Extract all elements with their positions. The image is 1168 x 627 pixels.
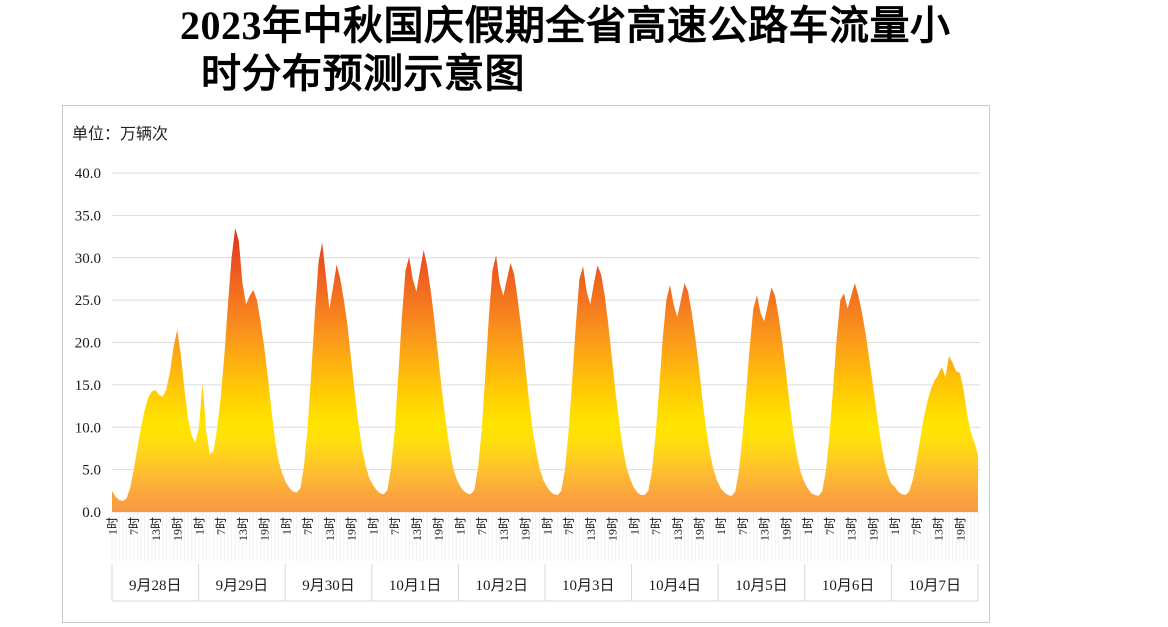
hour-tick-label: 1时 [453, 517, 467, 535]
date-labels: 9月28日 9月29日 9月30日 10月1日 10月2日 10月3日 10月4日 10月5日… [111, 564, 979, 602]
hour-tick-label: 1时 [279, 517, 293, 535]
y-tick-label: 40.0 [75, 166, 101, 182]
hour-tick-label: 19时 [606, 517, 620, 541]
hour-tick-label: 1时 [888, 517, 902, 535]
hour-tick-label: 13时 [758, 517, 772, 541]
hour-tick-label: 13时 [149, 517, 163, 541]
date-label: 10月7日 [908, 578, 961, 594]
hour-tick-label: 13时 [497, 517, 511, 541]
hour-tick-label: 7时 [127, 517, 141, 535]
y-tick-label: 35.0 [75, 208, 101, 224]
hour-tick-label: 7时 [736, 517, 750, 535]
y-tick-label: 10.0 [75, 420, 101, 436]
hour-tick-label: 13时 [932, 517, 946, 541]
date-label: 9月28日 [129, 578, 182, 594]
hour-tick-label: 19时 [780, 517, 794, 541]
date-label: 10月1日 [389, 578, 442, 594]
hour-tick-label: 7时 [562, 517, 576, 535]
date-label: 9月30日 [302, 578, 355, 594]
y-tick-label: 5.0 [82, 463, 101, 479]
area-series [112, 228, 978, 512]
hour-tick-label: 13时 [845, 517, 859, 541]
date-label: 10月4日 [649, 578, 702, 594]
hour-tick-label: 19时 [345, 517, 359, 541]
chart-title-line2: 时分布预测示意图 [201, 51, 525, 96]
hour-tick-label: 19时 [693, 517, 707, 541]
hour-tick-label: 7时 [301, 517, 315, 535]
hour-tick-label: 7时 [475, 517, 489, 535]
hour-tick-label: 1时 [106, 517, 120, 535]
hour-tick-label: 1时 [627, 517, 641, 535]
date-label: 10月3日 [562, 578, 615, 594]
hour-tick-label: 7时 [649, 517, 663, 535]
y-tick-label: 20.0 [75, 336, 101, 352]
y-tick-labels: 0.0 5.0 10.0 15.0 20.0 25.0 30.0 35.0 40.0 [75, 166, 101, 521]
chart-title-line1: 2023年中秋国庆假期全省高速公路车流量小 [180, 3, 951, 48]
hour-tick-label: 7时 [214, 517, 228, 535]
hour-tick-label: 7时 [388, 517, 402, 535]
y-tick-label: 30.0 [75, 251, 101, 267]
hour-tick-label: 19时 [258, 517, 272, 541]
hour-tick-label: 1时 [540, 517, 554, 535]
hour-tick-label: 19时 [866, 517, 880, 541]
hour-tick-label: 19时 [171, 517, 185, 541]
hour-tick-label: 13时 [410, 517, 424, 541]
chart-panel: 0.0 5.0 10.0 15.0 20.0 25.0 30.0 35.0 40.0 1时 7时 1… [62, 105, 990, 623]
hour-tick-label: 13时 [671, 517, 685, 541]
hour-tick-label: 1时 [366, 517, 380, 535]
hour-tick-label: 1时 [801, 517, 815, 535]
hour-tick-label: 13时 [584, 517, 598, 541]
traffic-area-path [112, 228, 978, 512]
y-tick-label: 0.0 [82, 505, 101, 521]
hour-tick-label: 1时 [714, 517, 728, 535]
date-label: 9月29日 [216, 578, 269, 594]
date-label: 10月2日 [475, 578, 528, 594]
hour-labels: 1时 7时 13时 19时 1时 7时 13时 19时 1时 7时 13时 19时 1时 7时 13时 19时… [106, 517, 968, 541]
hour-tick-label: 13时 [323, 517, 337, 541]
date-label: 10月5日 [735, 578, 788, 594]
hour-tick-label: 1时 [193, 517, 207, 535]
hour-tick-label: 19时 [953, 517, 967, 541]
y-tick-label: 25.0 [75, 293, 101, 309]
hour-tick-label: 19时 [519, 517, 533, 541]
chart-title: 2023年中秋国庆假期全省高速公路车流量小 时分布预测示意图 [0, 2, 1168, 98]
hour-tick-label: 13时 [236, 517, 250, 541]
traffic-area-chart: 0.05.010.015.020.025.030.035.040.0 1时 7时 1… [72, 125, 980, 602]
hour-tick-label: 7时 [910, 517, 924, 535]
unit-label: 单位：万辆次 [72, 125, 168, 143]
hour-ticks [111, 513, 979, 561]
hour-tick-label: 7时 [823, 517, 837, 535]
y-tick-label: 15.0 [75, 378, 101, 394]
hour-tick-label: 19时 [432, 517, 446, 541]
date-label: 10月6日 [822, 578, 875, 594]
